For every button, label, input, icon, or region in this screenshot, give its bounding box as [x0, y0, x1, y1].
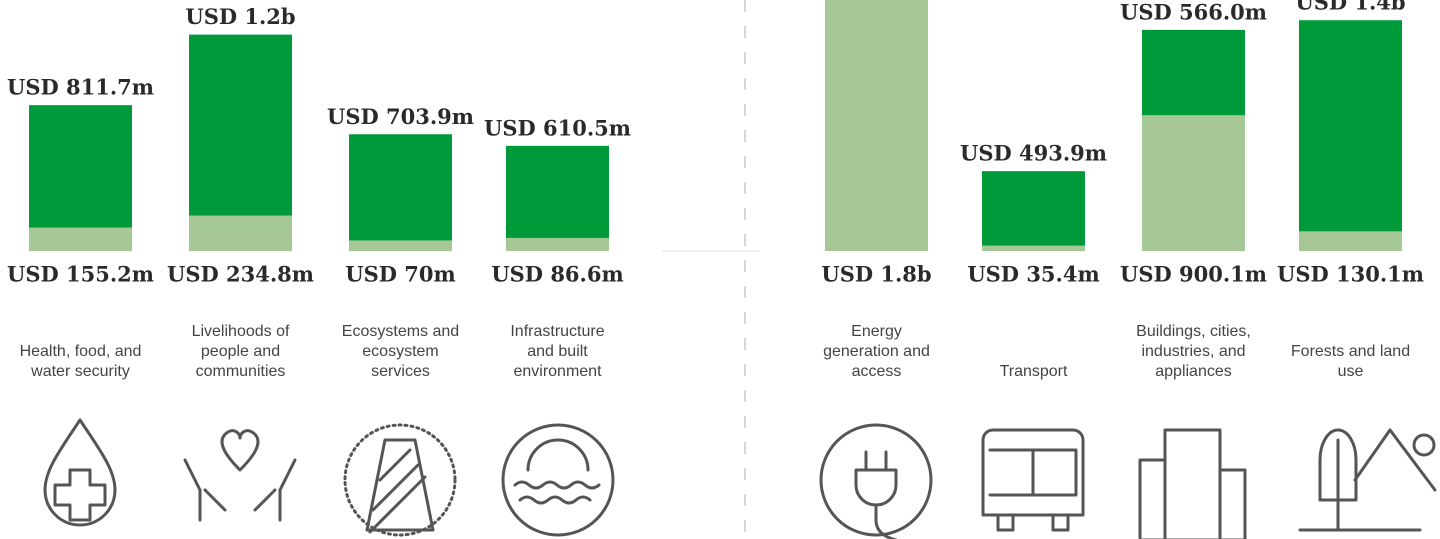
icon-building: [1138, 428, 1247, 539]
value-label: USD 86.6m: [491, 262, 623, 287]
bar-segment: [29, 105, 132, 228]
category-text: Energy generation and access: [823, 323, 930, 380]
value-label: USD 1.8b: [821, 262, 931, 287]
bar-segment: [982, 245, 1085, 251]
icon-circle: [343, 423, 457, 537]
category-text: Livelihoods of people and communities: [191, 323, 290, 380]
category-label: Infrastructure and built environment: [483, 312, 633, 382]
category-label: Transport: [959, 312, 1109, 382]
value-label: USD 70m: [345, 262, 455, 287]
category-text: Forests and land use: [1290, 343, 1411, 380]
icon-plug: [854, 450, 898, 539]
category-text: Health, food, and water security: [19, 343, 142, 380]
category-text: Buildings, cities, industries, and appli…: [1136, 323, 1251, 380]
value-label: USD 130.1m: [1277, 262, 1424, 287]
value-label: USD 566.0m: [1120, 0, 1267, 24]
icon-circle: [501, 423, 615, 537]
value-label: USD 900.1m: [1120, 262, 1267, 287]
value-label: USD 1.4b: [1295, 0, 1405, 15]
value-label: USD 811.7m: [7, 75, 154, 100]
category-text: Ecosystems and ecosystem services: [341, 323, 460, 380]
bar-segment: [506, 237, 609, 251]
value-label: USD 493.9m: [960, 141, 1107, 166]
bar-segment: [825, 0, 928, 252]
value-label: USD 610.5m: [484, 115, 631, 140]
category-label: Health, food, and water security: [6, 312, 156, 382]
bar-segment: [1299, 20, 1402, 232]
bar-segment: [349, 134, 452, 241]
category-text: Transport: [999, 363, 1068, 380]
icons: [43, 418, 1437, 539]
bar-segment: [1299, 231, 1402, 251]
icon-hands: [183, 458, 297, 522]
category-label: Energy generation and access: [802, 312, 952, 382]
category-text: Infrastructure and built environment: [510, 323, 605, 380]
icon-cone: [365, 438, 435, 534]
icon-cross: [53, 468, 107, 522]
icon-sunset: [513, 438, 601, 505]
icon-forest: [1298, 428, 1437, 532]
value-label: USD 1.2b: [185, 4, 295, 29]
icon-drop: [43, 418, 117, 527]
bar-segment: [982, 171, 1085, 246]
bar-segment: [189, 215, 292, 251]
value-label: USD 35.4m: [967, 262, 1099, 287]
bar-segment: [1142, 29, 1245, 116]
bar-segment: [349, 240, 452, 251]
icon-sun: [1412, 433, 1436, 457]
icon-heart: [220, 429, 260, 472]
category-label: Forests and land use: [1276, 312, 1426, 382]
value-label: USD 703.9m: [327, 104, 474, 129]
category-label: Ecosystems and ecosystem services: [326, 312, 476, 382]
bar-segment: [506, 145, 609, 238]
value-label: USD 155.2m: [7, 262, 154, 287]
category-label: Livelihoods of people and communities: [166, 312, 316, 382]
icon-circle: [819, 423, 933, 537]
value-label: USD 234.8m: [167, 262, 314, 287]
icon-bus: [981, 428, 1085, 532]
bar-segment: [1142, 115, 1245, 251]
bar-segment: [189, 34, 292, 216]
bar-segment: [29, 227, 132, 251]
category-label: Buildings, cities, industries, and appli…: [1119, 312, 1269, 382]
